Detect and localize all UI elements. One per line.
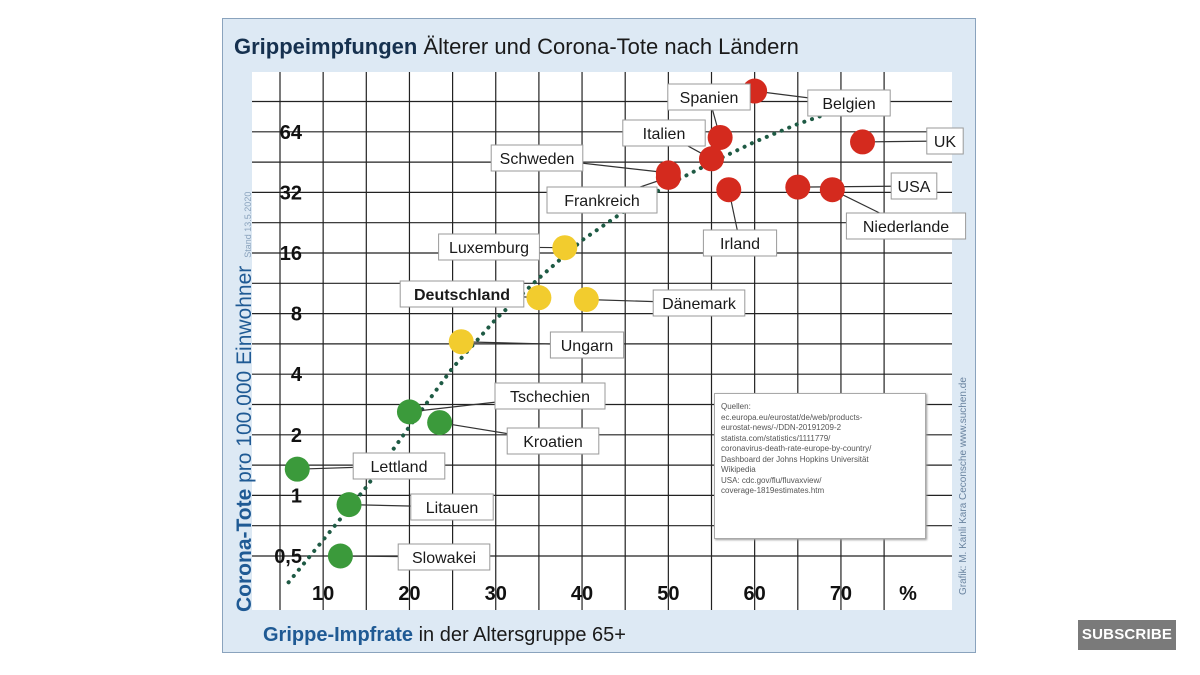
x-tick-label: 50 <box>657 583 679 605</box>
y-tick-label: 32 <box>280 182 302 204</box>
point-irland <box>716 177 742 203</box>
subscribe-button[interactable]: SUBSCRIBE <box>1078 620 1176 650</box>
label-belgien: Belgien <box>822 96 875 113</box>
label-kroatien: Kroatien <box>523 434 583 451</box>
y-tick-label: 2 <box>291 425 302 447</box>
x-tick-label: 30 <box>485 583 507 605</box>
sources-line: coronavirus-death-rate-europe-by-country… <box>721 444 872 453</box>
y-tick-label: 8 <box>291 304 302 326</box>
chart-title: Grippeimpfungen Älterer und Corona-Tote … <box>234 34 799 59</box>
x-tick-labels: 10 20 30 40 50 60 70 <box>312 583 852 605</box>
data-points <box>284 78 876 569</box>
label-box <box>890 172 938 200</box>
label-litauen: Litauen <box>426 500 479 517</box>
point-ungarn <box>448 329 474 355</box>
label-box <box>807 89 891 117</box>
point-usa <box>785 174 811 200</box>
y-axis-note: Stand 13.5.2020 <box>243 191 253 258</box>
point-tschechien <box>396 399 422 425</box>
label-frankreich: Frankreich <box>564 193 640 210</box>
x-unit-label: % <box>899 583 917 605</box>
label-box <box>397 543 491 571</box>
x-tick-label: 20 <box>398 583 420 605</box>
x-tick-label: 60 <box>744 583 766 605</box>
label-box <box>490 144 584 172</box>
label-box <box>622 119 706 147</box>
label-box <box>667 83 751 111</box>
y-axis-label: Corona-Tote pro 100.000 EinwohnerStand 1… <box>233 191 256 612</box>
label-schweden: Schweden <box>500 151 575 168</box>
label-dänemark: Dänemark <box>662 296 737 313</box>
label-niederlande: Niederlande <box>863 219 949 236</box>
label-box <box>399 280 525 308</box>
sources-line: USA: cdc.gov/flu/fluvaxview/ <box>721 475 822 485</box>
sources-line: eurostat-news/-/DDN-20191209-2 <box>721 423 842 432</box>
point-italien <box>699 146 724 172</box>
label-usa: USA <box>898 179 931 196</box>
x-axis-label: Grippe-Impfrate in der Altersgruppe 65+ <box>263 624 626 646</box>
label-box <box>506 427 600 455</box>
sources-line: statista.com/statistics/1111779/ <box>721 433 831 443</box>
y-tick-labels: 0,5 1 2 4 8 16 32 64 <box>274 122 303 568</box>
label-box <box>926 127 964 155</box>
sources-line: ec.europa.eu/eurostat/de/web/products- <box>721 412 863 422</box>
x-tick-label: 10 <box>312 583 334 605</box>
point-labels: Spanien Belgien UK Italien Schweden Frankreic… <box>352 83 967 571</box>
sources-box: Quellen: ec.europa.eu/eurostat/de/web/pro… <box>714 393 926 539</box>
point-deutschland <box>526 285 552 311</box>
label-box <box>352 452 446 480</box>
label-tschechien: Tschechien <box>510 389 590 406</box>
point-spanien <box>707 124 733 150</box>
y-tick-label: 16 <box>280 243 302 265</box>
sources-line: Wikipedia <box>721 465 756 474</box>
y-tick-label: 0,5 <box>274 546 302 568</box>
y-tick-label: 1 <box>291 485 302 507</box>
point-kroatien <box>427 410 453 436</box>
label-box <box>546 186 658 214</box>
label-box <box>494 382 606 410</box>
label-box <box>438 233 540 261</box>
label-luxemburg: Luxemburg <box>449 240 529 257</box>
label-deutschland: Deutschland <box>414 287 510 304</box>
label-box <box>410 493 494 521</box>
point-dänemark <box>573 287 599 313</box>
x-tick-label: 40 <box>571 583 593 605</box>
label-spanien: Spanien <box>680 90 739 107</box>
label-box <box>652 289 746 317</box>
point-slowakei <box>327 543 353 569</box>
point-uk <box>850 129 876 155</box>
y-tick-label: 64 <box>280 122 303 144</box>
point-frankreich <box>655 164 681 190</box>
label-slowakei: Slowakei <box>412 550 476 567</box>
label-ungarn: Ungarn <box>561 338 613 355</box>
label-uk: UK <box>934 134 957 151</box>
sources-line: Dashboard der Johns Hopkins Universität <box>721 454 869 464</box>
point-lettland <box>284 456 310 482</box>
label-italien: Italien <box>643 126 686 143</box>
sources-line: Quellen: <box>721 402 751 411</box>
credit-text: Grafik: M. Kanli Kara Ceconsche www.such… <box>958 377 969 595</box>
point-niederlande <box>819 177 845 203</box>
label-lettland: Lettland <box>371 459 428 476</box>
point-luxemburg <box>552 235 578 261</box>
y-tick-label: 4 <box>291 364 303 386</box>
x-tick-label: 70 <box>830 583 852 605</box>
sources-line: coverage-1819estimates.htm <box>721 486 825 495</box>
point-litauen <box>336 492 362 518</box>
label-box <box>549 331 625 359</box>
label-box <box>845 212 967 240</box>
label-box <box>702 229 778 257</box>
label-irland: Irland <box>720 236 760 253</box>
